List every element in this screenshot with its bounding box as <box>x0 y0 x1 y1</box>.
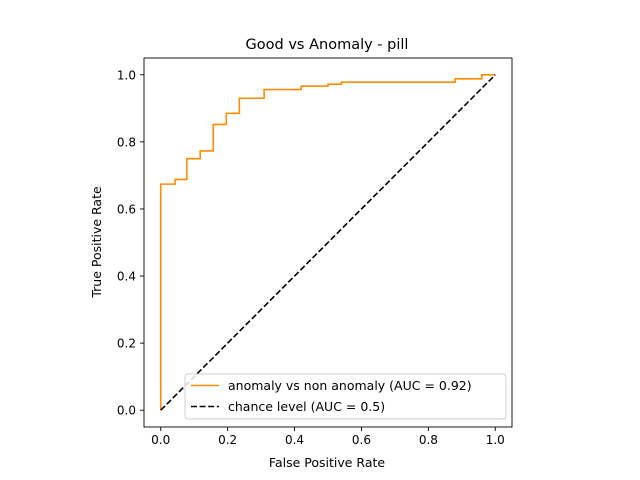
chart-title: Good vs Anomaly - pill <box>246 37 409 53</box>
plot-area: 0.0 0.2 0.4 0.6 0.8 1.0 0.0 0.2 0.4 0.6 0.8 1.0 <box>117 57 513 447</box>
x-tick-label: 0.8 <box>419 433 438 447</box>
axes-frame <box>143 57 513 428</box>
x-tick-label: 0.2 <box>218 433 237 447</box>
legend: anomaly vs non anomaly (AUC = 0.92) chanc… <box>184 373 507 420</box>
series-line-1 <box>159 73 496 411</box>
x-tick-label: 1.0 <box>486 433 505 447</box>
legend-label-1: anomaly vs non anomaly (AUC = 0.92) <box>228 378 472 393</box>
y-tick-label: 0.8 <box>117 135 136 149</box>
legend-frame <box>184 373 507 420</box>
y-tick-label: 1.0 <box>117 68 136 82</box>
y-axis-label: True Positive Rate <box>89 186 104 299</box>
y-tick-label: 0.6 <box>117 202 136 216</box>
x-tick-label: 0.6 <box>352 433 371 447</box>
y-tick-label: 0.4 <box>117 270 136 284</box>
legend-label-2: chance level (AUC = 0.5) <box>228 399 385 414</box>
y-tick-label: 0.0 <box>117 404 136 418</box>
x-tick-label: 0.0 <box>151 433 170 447</box>
x-axis-label: False Positive Rate <box>269 455 385 470</box>
series-line-2 <box>160 74 496 411</box>
x-tick-label: 0.4 <box>285 433 304 447</box>
y-tick-label: 0.2 <box>117 337 136 351</box>
